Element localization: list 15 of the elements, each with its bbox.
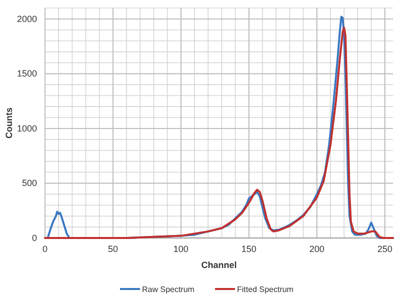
x-tick-label: 100 <box>173 244 188 254</box>
x-tick-label: 150 <box>241 244 256 254</box>
x-axis-title: Channel <box>201 260 237 270</box>
y-tick-label: 2000 <box>16 14 37 24</box>
legend-label: Raw Spectrum <box>142 285 195 294</box>
y-tick-label: 1500 <box>16 68 37 79</box>
y-tick-label: 500 <box>22 178 37 188</box>
x-tick-label: 50 <box>108 244 118 254</box>
y-axis-title: Counts <box>4 108 14 138</box>
x-tick-label: 200 <box>309 244 324 254</box>
x-tick-label: 250 <box>377 244 392 254</box>
y-tick-label: 0 <box>32 233 37 243</box>
y-tick-label: 1000 <box>16 123 37 134</box>
x-tick-label: 0 <box>42 244 48 254</box>
legend-label: Fitted Spectrum <box>237 285 294 294</box>
